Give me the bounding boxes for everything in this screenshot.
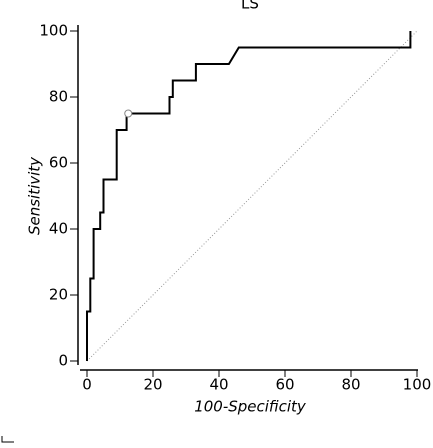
x-tick-label: 60 xyxy=(275,376,294,394)
x-tick-label: 100 xyxy=(403,376,432,394)
x-tick-label: 40 xyxy=(209,376,228,394)
chart-title: LS xyxy=(241,0,259,13)
y-tick-label: 80 xyxy=(49,88,68,106)
y-tick-label: 0 xyxy=(58,352,68,370)
roc-curve xyxy=(86,31,412,361)
x-tick-label: 0 xyxy=(82,376,92,394)
y-tick-label: 40 xyxy=(49,220,68,238)
reference-line xyxy=(86,30,418,362)
y-tick-label: 60 xyxy=(49,154,68,172)
x-tick-label: 20 xyxy=(143,376,162,394)
y-tick-label: 100 xyxy=(39,22,68,40)
y-axis-label: Sensitivity xyxy=(26,156,44,235)
x-axis-label: 100-Specificity xyxy=(194,398,307,416)
x-tick-label: 80 xyxy=(341,376,360,394)
highlight-point xyxy=(124,109,133,118)
y-tick-label: 20 xyxy=(49,286,68,304)
corner-mark xyxy=(1,436,14,443)
